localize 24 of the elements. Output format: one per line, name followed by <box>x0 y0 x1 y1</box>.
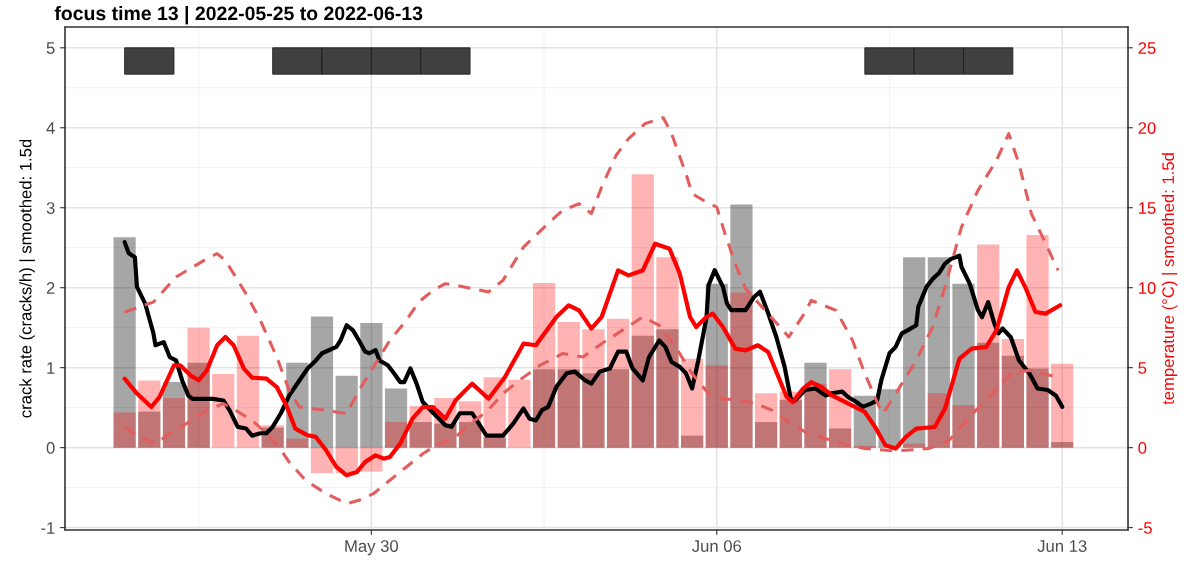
x-tick-label: Jun 06 <box>692 540 742 552</box>
y2-tick-label: 0 <box>1138 442 1147 454</box>
y2-axis-title: temperature (°C) | smoothed: 1.5d <box>1161 153 1178 405</box>
y2-tick-label: 15 <box>1138 202 1156 214</box>
chart-title: focus time 13 | 2022-05-25 to 2022-06-13 <box>54 5 423 25</box>
y-tick-label: 1 <box>47 362 55 374</box>
x-tick-label: May 30 <box>345 540 399 556</box>
x-tick-label: Jun 13 <box>1037 540 1087 552</box>
bar <box>124 47 175 75</box>
y2-tick-label: 20 <box>1138 122 1156 134</box>
y2-tick-label: 5 <box>1138 362 1147 374</box>
y-tick-label: 3 <box>46 202 55 214</box>
y-axis-title: crack rate (cracks/h) | smoothed: 1.5d <box>19 139 35 418</box>
line-series <box>122 241 1063 478</box>
y-tick-label: 0 <box>46 442 55 454</box>
y2-tick-label: -5 <box>1138 522 1152 534</box>
y-tick-label: 2 <box>46 282 55 294</box>
line-series <box>122 240 1065 438</box>
y2-tick-label: 10 <box>1138 282 1156 294</box>
y-tick-label: 4 <box>46 122 55 134</box>
line-series <box>123 116 1060 416</box>
y2-tick-label: 25 <box>1138 42 1156 54</box>
y-tick-label: 5 <box>46 42 55 54</box>
y-tick-label: -1 <box>41 522 55 534</box>
